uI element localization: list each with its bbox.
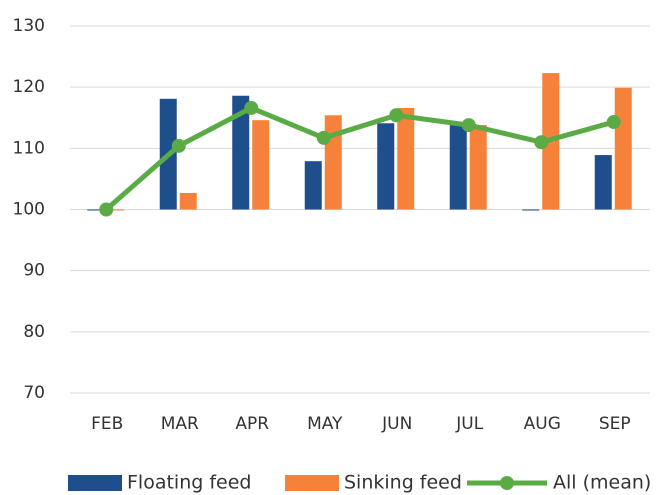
bar [469,125,487,210]
y-tick-label: 130 [13,16,45,36]
y-tick-label: 100 [13,200,45,220]
bar [522,209,540,211]
marker [244,100,259,115]
bar [179,192,197,210]
marker [389,108,404,123]
y-tick-label: 110 [13,138,45,158]
bar [614,87,632,210]
legend-label: Floating feed [127,472,251,494]
line [104,105,615,212]
marker [316,130,331,145]
marker [606,115,621,130]
marker [461,118,476,133]
bar [377,123,395,210]
y-tick-label: 80 [23,322,45,342]
bar [107,209,125,211]
bar [397,107,415,210]
bar [232,95,250,210]
marker [534,135,549,150]
y-tick-label: 70 [23,383,45,403]
x-tick-label: APR [235,414,269,434]
marker [99,202,114,217]
bar [594,155,612,210]
marker [171,138,186,153]
bar [252,120,270,210]
legend-swatch [68,475,122,491]
x-tick-label: FEB [91,414,123,434]
x-tick-label: JUN [381,414,412,434]
bar [87,209,105,211]
x-tick-label: SEP [599,414,631,434]
y-tick-label: 90 [23,261,45,281]
x-tick-label: MAY [307,414,343,434]
bar [449,125,467,210]
legend-label: Sinking feed [344,472,462,494]
x-tick-label: MAR [161,414,199,434]
bar [324,115,342,210]
legend-label: All (mean) [553,472,651,494]
x-tick-label: JUL [455,414,483,434]
x-tick-label: AUG [524,414,561,434]
bar [304,161,322,210]
legend-swatch [285,475,339,491]
legend-marker [500,476,514,490]
y-tick-label: 120 [13,77,45,97]
